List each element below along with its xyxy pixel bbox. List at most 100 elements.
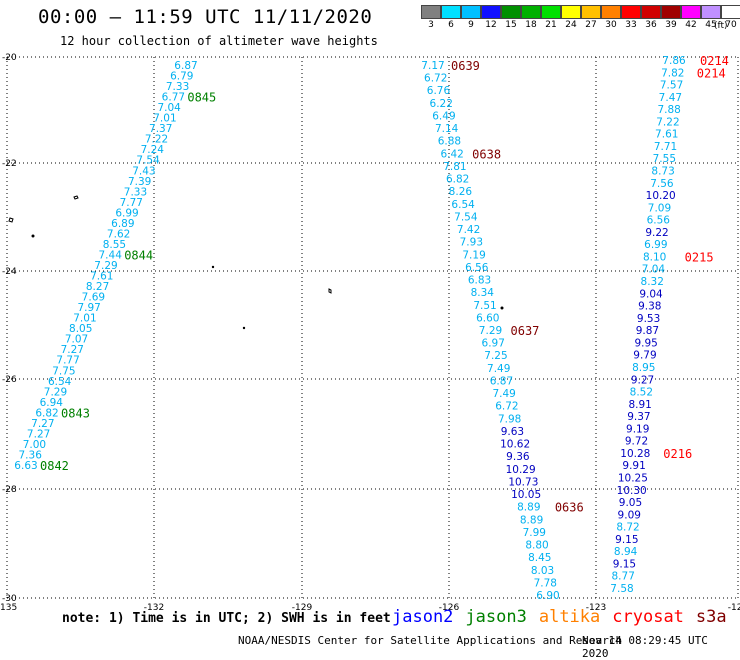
wave-height-value: 6.82	[35, 407, 58, 419]
wave-height-value: 7.49	[492, 388, 515, 400]
lon-label: -129	[292, 603, 313, 613]
wave-height-value: 6.54	[451, 199, 475, 211]
satellite-legend-item: cryosat	[612, 607, 684, 627]
wave-height-value: 7.37	[149, 123, 172, 135]
track-cryosat-west: 7.176.726.766.226.497.146.886.427.816.82…	[421, 59, 583, 602]
time-label: 0845	[187, 91, 216, 105]
wave-height-value: 7.81	[443, 161, 466, 173]
satellite-legend-item: altika	[538, 607, 601, 627]
color-swatch	[541, 5, 561, 19]
color-swatch-label: 39	[665, 20, 677, 30]
island	[242, 326, 246, 330]
header-subtitle: 12 hour collection of altimeter wave hei…	[60, 34, 378, 48]
wave-height-value: 7.14	[435, 123, 459, 135]
island	[31, 234, 35, 238]
wave-height-value: 6.90	[536, 590, 559, 602]
wave-height-value: 7.00	[23, 439, 46, 451]
wave-height-value: 8.03	[531, 565, 554, 577]
wave-height-value: 9.04	[639, 288, 663, 300]
wave-height-value: 7.62	[107, 228, 130, 240]
color-swatch-label: 21	[545, 20, 557, 30]
wave-height-value: 7.43	[132, 165, 155, 177]
wave-height-value: 8.73	[651, 166, 674, 178]
wave-height-value: 8.72	[616, 522, 639, 534]
wave-height-value: 7.24	[141, 144, 165, 156]
color-swatch-label: 36	[645, 20, 657, 30]
color-swatch-label: 30	[605, 20, 617, 30]
wave-height-value: 7.39	[128, 176, 151, 188]
time-label: 0214	[700, 54, 729, 68]
wave-height-value: 8.32	[641, 276, 664, 288]
wave-height-value: 8.10	[643, 251, 666, 263]
wave-height-value: 9.87	[636, 325, 659, 337]
wave-height-value: 9.15	[613, 558, 636, 570]
wave-height-value: 6.83	[468, 275, 491, 287]
wave-height-value: 7.22	[145, 134, 168, 146]
wave-height-value: 7.49	[487, 363, 510, 375]
color-swatch	[681, 5, 701, 19]
wave-height-value: 7.88	[657, 104, 680, 116]
wave-height-value: 7.55	[653, 153, 676, 165]
wave-height-value: 8.77	[612, 571, 635, 583]
wave-height-value: 9.19	[626, 423, 649, 435]
wave-height-value: 7.27	[27, 428, 50, 440]
wave-height-value: 8.27	[86, 281, 109, 293]
wave-height-value: 7.86	[662, 55, 686, 67]
time-label: 0843	[61, 406, 90, 420]
time-label: 0636	[555, 501, 584, 515]
color-swatch	[621, 5, 641, 19]
time-label: 0842	[40, 459, 69, 473]
color-swatch	[521, 5, 541, 19]
wave-height-value: 7.29	[94, 260, 117, 272]
wave-height-value: 7.19	[462, 249, 485, 261]
island	[328, 288, 332, 294]
color-swatch-label: 27	[585, 20, 597, 30]
wave-height-value: 7.57	[660, 80, 683, 92]
color-swatch	[441, 5, 461, 19]
wave-height-value: 9.36	[506, 451, 530, 463]
island	[500, 306, 504, 310]
color-swatch-label: 42	[685, 20, 697, 30]
color-swatch-label: 12	[485, 20, 497, 30]
wave-height-value: 8.80	[525, 540, 548, 552]
wave-height-value: 8.26	[449, 186, 473, 198]
wave-height-value: 7.27	[61, 344, 84, 356]
color-swatch	[721, 5, 740, 19]
wave-height-value: 10.05	[511, 489, 541, 501]
color-swatch	[561, 5, 581, 19]
color-swatch-label: 15	[505, 20, 517, 30]
wave-height-value: 6.42	[440, 148, 463, 160]
wave-height-value: 7.36	[19, 449, 43, 461]
map-grid: -20 -22 -24 -26 -28 -30-135 -132 -129 -126 -123 -1…	[0, 53, 740, 613]
wave-height-value: 6.72	[424, 73, 447, 85]
time-label: 0844	[124, 248, 153, 262]
wave-height-value: 9.63	[501, 426, 524, 438]
wave-height-value: 7.61	[655, 129, 678, 141]
wave-height-value: 7.82	[661, 67, 684, 79]
wave-height-value: 7.44	[99, 249, 123, 261]
track-jason3: 6.876.797.336.777.047.017.377.227.247.54…	[14, 60, 216, 473]
wave-height-value: 8.94	[614, 546, 638, 558]
time-label: 0638	[472, 147, 501, 161]
wave-height-value: 10.62	[500, 439, 530, 451]
wave-height-value: 6.99	[115, 207, 138, 219]
altimeter-tracks: 6.876.797.336.777.047.017.377.227.247.54…	[14, 54, 729, 602]
satellite-legend: jason2 jason3 altika cryosat s3a	[392, 607, 739, 627]
color-swatch	[581, 5, 601, 19]
wave-height-value: 6.77	[162, 92, 185, 104]
wave-height-value: 6.88	[438, 136, 461, 148]
color-swatch	[421, 5, 441, 19]
wave-height-value: 6.56	[647, 215, 671, 227]
header-title: 00:00 – 11:59 UTC 11/11/2020	[38, 6, 373, 28]
wave-height-value: 6.60	[476, 312, 499, 324]
color-swatch-label: 3	[428, 20, 434, 30]
lon-label: -126	[439, 603, 460, 613]
wave-height-value: 6.97	[482, 338, 505, 350]
wave-height-value: 7.07	[65, 334, 88, 346]
wave-height-value: 8.89	[517, 502, 540, 514]
wave-height-value: 9.15	[615, 534, 638, 546]
wave-height-value: 10.30	[617, 485, 647, 497]
wave-height-value: 7.58	[610, 583, 633, 595]
lon-label: -123	[586, 603, 606, 613]
